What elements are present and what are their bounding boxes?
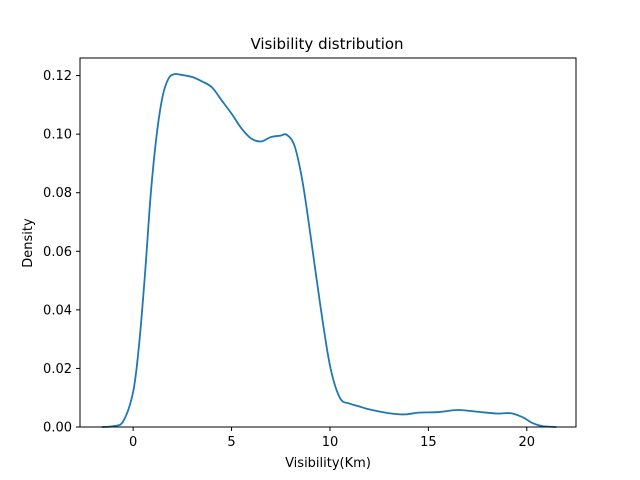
y-tick-label: 0.06 — [43, 245, 72, 260]
x-axis: 0 5 10 15 20 — [129, 427, 535, 450]
x-tick-label: 20 — [519, 435, 536, 450]
density-line — [101, 72, 557, 428]
y-tick-label: 0.04 — [43, 303, 72, 318]
y-tick-label: 0.02 — [43, 362, 72, 377]
y-axis-label: Density — [21, 218, 36, 268]
x-tick-label: 5 — [227, 435, 235, 450]
chart-title: Visibility distribution — [250, 35, 403, 53]
plot-area — [101, 72, 557, 428]
x-axis-label: Visibility(Km) — [285, 456, 371, 471]
x-tick-label: 15 — [420, 435, 437, 450]
y-tick-label: 0.08 — [43, 186, 72, 201]
y-axis: 0.00 0.02 0.04 0.06 0.08 0.10 0.12 — [43, 69, 80, 436]
x-tick-label: 10 — [322, 435, 339, 450]
y-tick-label: 0.10 — [43, 128, 72, 143]
y-tick-label: 0.00 — [43, 421, 72, 436]
plot-frame — [79, 57, 577, 428]
x-tick-label: 0 — [129, 435, 137, 450]
y-tick-label: 0.12 — [43, 69, 72, 84]
